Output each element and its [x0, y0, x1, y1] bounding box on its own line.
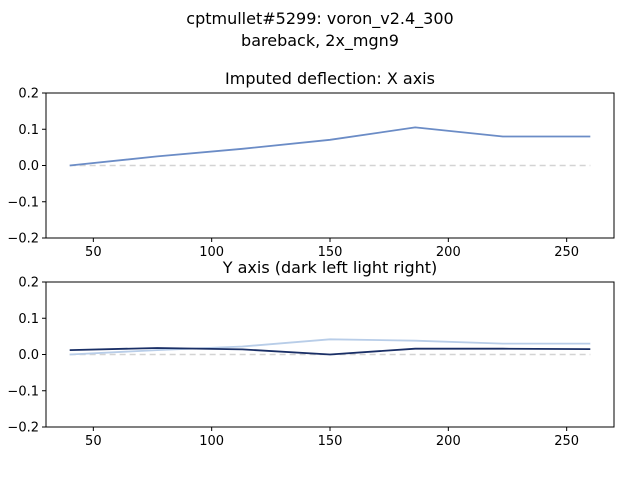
y-tick-label: 0.0: [18, 348, 39, 363]
x-tick-label: 200: [436, 245, 461, 260]
x-tick-label: 150: [318, 434, 343, 449]
y-tick-label: 0.1: [18, 123, 39, 138]
x-tick-label: 100: [199, 434, 224, 449]
series-line-2: [69, 347, 591, 356]
x-tick-label: 250: [554, 434, 579, 449]
x-axis-chart-panel: Imputed deflection: X axis 50 100 150 200 25…: [7, 69, 615, 260]
x-tick-label: 50: [85, 434, 102, 449]
series-line-1: [69, 126, 591, 167]
y-tick-label: −0.1: [7, 384, 39, 399]
x-tick-label: 50: [85, 245, 102, 260]
y-axis-chart-panel: Y axis (dark left light right) 50 100 150 2…: [7, 258, 615, 449]
x-tick-label: 150: [318, 245, 343, 260]
figure-title-line-1: cptmullet#5299: voron_v2.4_300: [186, 9, 453, 29]
x-axis-chart-title: Imputed deflection: X axis: [225, 69, 435, 88]
y-axis-chart-title: Y axis (dark left light right): [222, 258, 438, 277]
y-tick-label: 0.2: [18, 276, 39, 291]
y-tick-label: 0.0: [18, 159, 39, 174]
x-tick-label: 200: [436, 434, 461, 449]
figure-title-line-2: bareback, 2x_mgn9: [241, 31, 399, 51]
x-tick-label: 250: [554, 245, 579, 260]
y-tick-label: 0.1: [18, 312, 39, 327]
y-tick-label: −0.1: [7, 195, 39, 210]
x-tick-label: 100: [199, 245, 224, 260]
y-tick-label: −0.2: [7, 421, 39, 436]
y-tick-label: 0.2: [18, 87, 39, 102]
y-tick-label: −0.2: [7, 232, 39, 247]
series-line-1: [69, 338, 591, 356]
